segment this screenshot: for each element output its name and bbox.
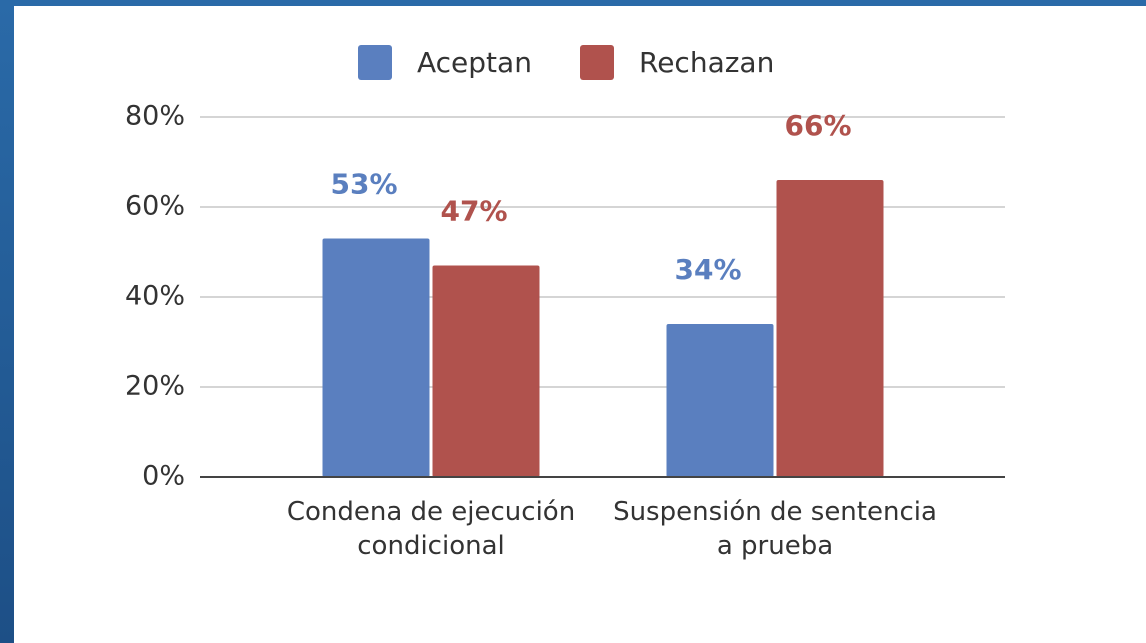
bar bbox=[432, 265, 540, 477]
bar bbox=[322, 238, 430, 477]
data-label: 53% bbox=[330, 168, 397, 201]
data-label: 34% bbox=[674, 253, 741, 286]
legend-swatch bbox=[580, 45, 614, 80]
y-tick-label: 60% bbox=[125, 191, 185, 222]
bar bbox=[666, 324, 774, 477]
y-tick-label: 40% bbox=[125, 281, 185, 312]
legend-label: Aceptan bbox=[417, 46, 532, 79]
legend-swatch bbox=[358, 45, 392, 80]
data-label: 66% bbox=[784, 109, 851, 142]
y-tick-label: 0% bbox=[142, 461, 185, 492]
x-tick-label: Suspensión de sentencia a prueba bbox=[613, 497, 937, 561]
bar bbox=[776, 180, 884, 477]
x-tick-label: Condena de ejecución condicional bbox=[286, 497, 576, 561]
legend-label: Rechazan bbox=[639, 46, 774, 79]
data-label: 47% bbox=[440, 195, 507, 228]
y-tick-label: 80% bbox=[125, 101, 185, 132]
slide bbox=[14, 6, 1146, 643]
y-tick-label: 20% bbox=[125, 371, 185, 402]
